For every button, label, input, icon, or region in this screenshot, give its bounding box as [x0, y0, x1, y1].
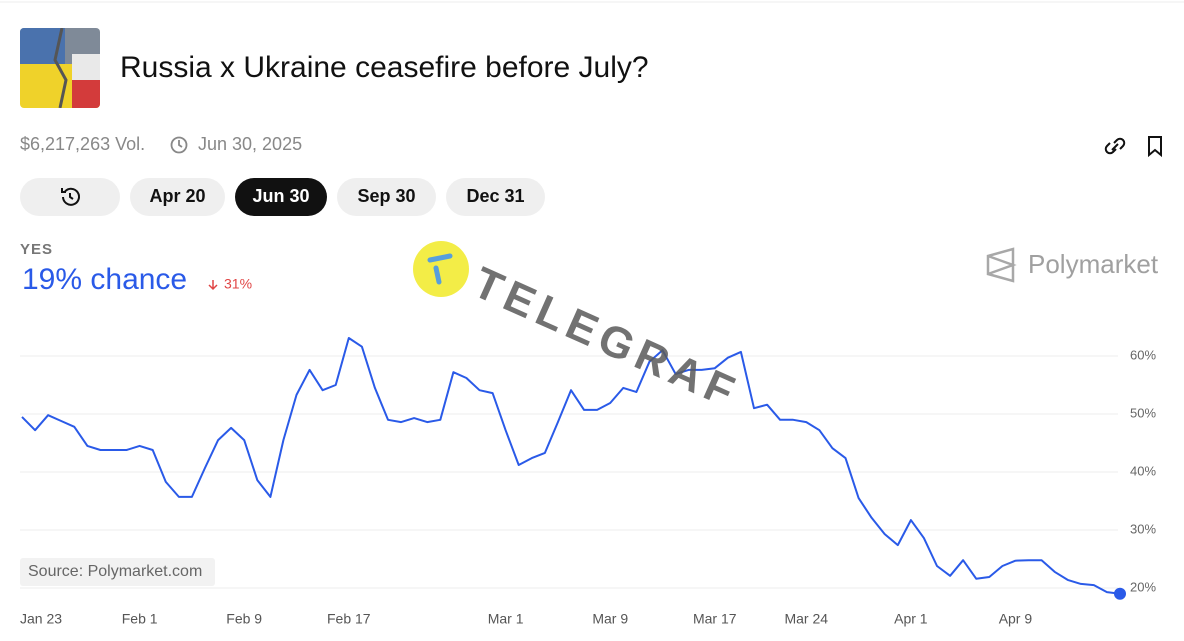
bookmark-button[interactable]	[1148, 136, 1162, 158]
date-tab[interactable]: Jun 30	[235, 178, 327, 216]
x-tick-label: Mar 24	[784, 611, 828, 627]
price-line	[21, 337, 1121, 595]
market-title: Russia x Ukraine ceasefire before July?	[120, 51, 649, 84]
end-date: Jun 30, 2025	[198, 134, 302, 154]
x-tick-label: Mar 9	[592, 611, 628, 627]
last-point	[1114, 587, 1126, 600]
tab-background	[446, 178, 545, 216]
date-tab[interactable]: Dec 31	[446, 178, 545, 216]
y-tick-label: 30%	[1130, 521, 1156, 536]
tab-background	[235, 178, 327, 216]
brand-name: Polymarket	[1028, 249, 1159, 279]
history-tab[interactable]	[20, 178, 120, 216]
tab-label: Sep 30	[357, 186, 415, 206]
tab-label: Jun 30	[252, 186, 309, 206]
date-tab[interactable]: Sep 30	[337, 178, 436, 216]
watermark: TELEGRAF	[413, 241, 747, 419]
y-tick-label: 50%	[1130, 405, 1156, 420]
link-button[interactable]	[1104, 137, 1126, 155]
brand-logo	[986, 247, 1017, 283]
x-tick-label: Feb 17	[327, 611, 371, 627]
source: Source: Polymarket.com	[28, 563, 202, 580]
volume: $6,217,263 Vol.	[20, 134, 145, 154]
watermark-text: TELEGRAF	[466, 258, 746, 419]
tab-label: Apr 20	[149, 186, 205, 206]
x-tick-label: Mar 1	[488, 611, 524, 627]
x-tick-label: Feb 9	[226, 611, 262, 627]
source-box	[20, 558, 215, 586]
y-tick-label: 60%	[1130, 347, 1156, 362]
market-image	[20, 28, 100, 108]
tab-label: Dec 31	[466, 186, 524, 206]
x-tick-label: Mar 17	[693, 611, 737, 627]
clock-icon	[170, 136, 188, 154]
y-tick-label: 20%	[1130, 579, 1156, 594]
chance: 19% chance	[22, 263, 187, 296]
date-tab[interactable]: Apr 20	[130, 178, 225, 216]
x-tick-label: Apr 1	[894, 611, 928, 627]
down-arrow	[208, 280, 218, 291]
tab-background	[337, 178, 436, 216]
x-tick-label: Feb 1	[122, 611, 158, 627]
y-tick-label: 40%	[1130, 463, 1156, 478]
x-tick-label: Jan 23	[20, 611, 62, 627]
tab-background	[130, 178, 225, 216]
outcome-label: YES	[20, 241, 53, 258]
change: 31%	[224, 276, 252, 292]
x-tick-label: Apr 9	[999, 611, 1033, 627]
